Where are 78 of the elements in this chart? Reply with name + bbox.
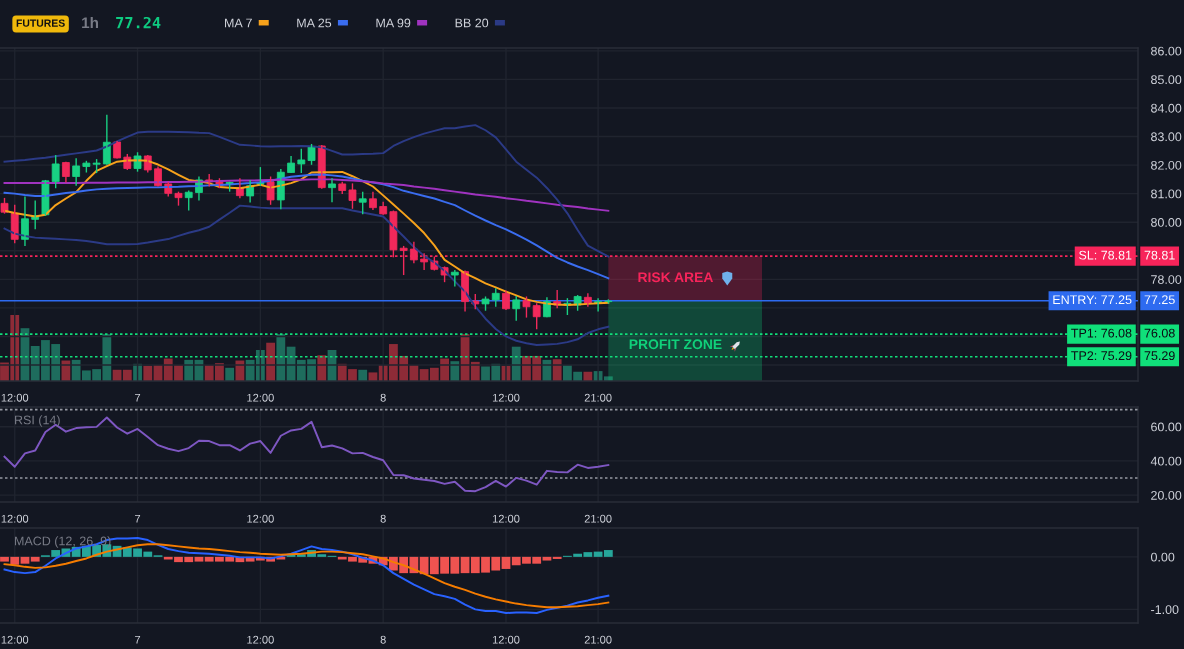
- text: 77.24: [116, 16, 161, 29]
- line-series: [3, 173, 610, 280]
- y-tick-label: 84.00: [1151, 103, 1182, 113]
- ref-line-label: TP1: 76.08: [1071, 328, 1132, 338]
- bar: [266, 342, 275, 381]
- x-tick-label: 12:00: [1, 635, 29, 644]
- y-tick-label: -1.00: [1151, 605, 1179, 615]
- x-tick-label: 21:00: [584, 514, 612, 523]
- x-tick-label: 12:00: [247, 514, 274, 523]
- candlestick: [266, 175, 275, 206]
- band-label: PROFIT ZONE: [629, 339, 722, 350]
- x-tick-label: 21:00: [584, 635, 612, 644]
- annotation: 75.29: [1144, 351, 1175, 361]
- y-tick-label: 83.00: [1151, 132, 1182, 142]
- bar: [194, 556, 204, 562]
- x-tick-label: 12:00: [492, 635, 520, 644]
- x-tick-label: 7: [135, 514, 141, 523]
- x-tick-label: 8: [380, 393, 386, 402]
- y-tick-label: 81.00: [1151, 189, 1182, 199]
- y-tick-label: 80.00: [1151, 218, 1182, 227]
- bar: [511, 346, 521, 381]
- candlestick: [307, 143, 316, 166]
- x-tick-label: 12:00: [492, 393, 520, 402]
- bar: [276, 334, 286, 381]
- bar: [30, 556, 40, 562]
- y-tick-label: 40.00: [1150, 456, 1182, 466]
- x-tick-label: 12:00: [1, 514, 29, 523]
- line-series: [3, 416, 610, 493]
- annotation: 77.25: [1144, 295, 1175, 305]
- ref-line-label: SL: 78.81: [1079, 250, 1132, 260]
- line-series: [3, 204, 610, 346]
- bar: [143, 365, 153, 381]
- text: 1h: [82, 16, 99, 28]
- candlestick: [51, 154, 60, 189]
- bar: [542, 556, 552, 561]
- ref-line-label: ENTRY: 77.25: [1053, 295, 1132, 305]
- legend-label: MA 99: [376, 18, 411, 28]
- x-tick-label: 12:00: [1, 393, 29, 402]
- band-label: RISK AREA: [638, 272, 714, 283]
- text: RSI (14): [15, 415, 60, 427]
- candlestick: [297, 148, 306, 174]
- text: FUTURES: [16, 19, 65, 27]
- line-series: [3, 124, 610, 258]
- legend-label: MA 7: [225, 18, 252, 28]
- legend-label: BB 20: [455, 18, 489, 28]
- x-tick-label: 12:00: [247, 393, 274, 402]
- legend-label: MA 25: [297, 18, 332, 28]
- text: MACD (12, 26, 9): [15, 536, 111, 548]
- ref-line-label: TP2: 75.29: [1071, 351, 1132, 361]
- x-tick-label: 8: [380, 514, 386, 523]
- x-tick-label: 12:00: [247, 635, 274, 644]
- bar: [552, 556, 562, 559]
- bar: [460, 556, 470, 574]
- bar: [20, 556, 30, 564]
- x-tick-label: 8: [380, 635, 386, 644]
- bar: [225, 367, 235, 381]
- candlestick: [348, 182, 357, 210]
- y-tick-label: 86.00: [1151, 46, 1182, 56]
- bar: [358, 369, 368, 381]
- y-tick-label: 20.00: [1151, 490, 1182, 500]
- annotation: 76.08: [1144, 328, 1175, 338]
- x-tick-label: 21:00: [584, 393, 612, 402]
- x-tick-label: 7: [135, 393, 141, 402]
- y-tick-label: 60.00: [1151, 422, 1182, 432]
- bar: [501, 556, 511, 569]
- candlestick: [358, 190, 367, 215]
- candlestick: [522, 295, 531, 319]
- x-tick-label: 12:00: [492, 514, 520, 523]
- y-tick-label: 85.00: [1151, 75, 1182, 85]
- y-tick-label: 0.00: [1150, 552, 1175, 562]
- candlestick: [512, 295, 521, 322]
- bar: [122, 369, 132, 381]
- candlestick: [532, 302, 541, 331]
- candlestick: [491, 287, 500, 308]
- y-tick-label: 78.00: [1151, 275, 1182, 284]
- annotation: 78.81: [1144, 250, 1175, 260]
- x-tick-label: 7: [135, 635, 141, 644]
- y-tick-label: 82.00: [1151, 160, 1182, 170]
